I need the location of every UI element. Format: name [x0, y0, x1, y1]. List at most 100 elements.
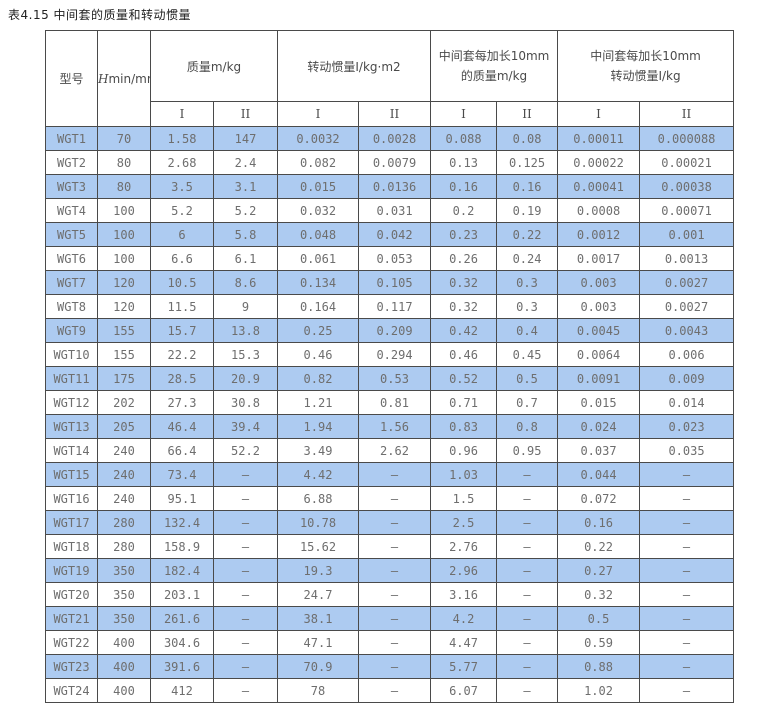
cell-value: 19.3 — [277, 558, 359, 583]
cell-value: – — [639, 486, 735, 511]
cell-model: WGT5 — [45, 222, 98, 247]
cell-value: 0.0064 — [557, 342, 641, 367]
cell-model: WGT23 — [45, 654, 98, 679]
cell-model: WGT6 — [45, 246, 98, 271]
cell-value: 175 — [97, 366, 151, 391]
cell-value: – — [213, 654, 278, 679]
cell-value: 205 — [97, 414, 151, 439]
cell-value: 0.00021 — [639, 150, 735, 175]
cell-value: 0.26 — [430, 246, 498, 271]
cell-value: 15.3 — [213, 342, 278, 367]
table-row: WGT1 70 1.58 147 0.0032 0.0028 0.088 0.08 0.0001… — [45, 126, 735, 151]
cell-value: 4.2 — [430, 606, 498, 631]
cell-value: 0.009 — [639, 366, 735, 391]
cell-value: 202 — [97, 390, 151, 415]
cell-value: 0.25 — [277, 318, 359, 343]
cell-value: 10.5 — [150, 270, 214, 295]
cell-value: 100 — [97, 198, 151, 223]
cell-value: – — [213, 582, 278, 607]
cell-value: 0.0027 — [639, 270, 735, 295]
cell-value: 0.053 — [357, 246, 432, 271]
cell-value: – — [213, 558, 278, 583]
cell-model: WGT24 — [45, 678, 98, 703]
cell-value: – — [496, 558, 559, 583]
cell-value: 15.62 — [277, 534, 359, 559]
cell-value: 0.3 — [496, 294, 559, 319]
cell-value: 10.78 — [277, 510, 359, 535]
cell-value: 0.0008 — [557, 198, 641, 223]
cell-value: 0.0017 — [557, 246, 641, 271]
table-row: WGT7 120 10.5 8.6 0.134 0.105 0.32 0.3 0.003 0.00… — [45, 270, 735, 295]
cell-value: 0.24 — [496, 246, 559, 271]
cell-value: 30.8 — [213, 390, 278, 415]
cell-value: – — [496, 582, 559, 607]
cell-value: 158.9 — [150, 534, 214, 559]
cell-value: 6.88 — [277, 486, 359, 511]
cell-value: 2.96 — [430, 558, 498, 583]
cell-value: 120 — [97, 294, 151, 319]
cell-value: 240 — [97, 486, 151, 511]
cell-value: – — [357, 558, 432, 583]
cell-value: – — [496, 606, 559, 631]
cell-model: WGT14 — [45, 438, 98, 463]
table-header: 型号 Hmin/mm 质量m/kg 转动惯量I/kg·m2 中间套每加长10mm… — [45, 30, 735, 127]
cell-value: 400 — [97, 654, 151, 679]
cell-value: – — [496, 654, 559, 679]
cell-value: 0.96 — [430, 438, 498, 463]
cell-value: 147 — [213, 126, 278, 151]
cell-value: 100 — [97, 222, 151, 247]
sub-header-II: II — [639, 101, 735, 127]
sub-header-I: I — [430, 101, 498, 127]
cell-value: 0.19 — [496, 198, 559, 223]
cell-value: 70 — [97, 126, 151, 151]
cell-value: 0.00041 — [557, 174, 641, 199]
cell-value: 6.1 — [213, 246, 278, 271]
cell-value: – — [639, 678, 735, 703]
cell-value: – — [357, 486, 432, 511]
table-row: WGT3 80 3.5 3.1 0.015 0.0136 0.16 0.16 0.00041 0.… — [45, 174, 735, 199]
cell-value: 0.0045 — [557, 318, 641, 343]
cell-value: 0.8 — [496, 414, 559, 439]
table-row: WGT16 240 95.1–6.88–1.5–0.072– — [45, 486, 735, 511]
cell-value: 0.13 — [430, 150, 498, 175]
cell-model: WGT20 — [45, 582, 98, 607]
cell-value: 22.2 — [150, 342, 214, 367]
cell-value: 24.7 — [277, 582, 359, 607]
cell-value: 0.0012 — [557, 222, 641, 247]
cell-value: – — [496, 678, 559, 703]
cell-value: 100 — [97, 246, 151, 271]
table-row: WGT24 400 412–78–6.07–1.02– — [45, 678, 735, 703]
cell-value: 0.0136 — [357, 174, 432, 199]
page-title: 表4.15 中间套的质量和转动惯量 — [8, 8, 192, 22]
cell-value: – — [357, 582, 432, 607]
cell-value: 0.003 — [557, 270, 641, 295]
cell-value: 0.59 — [557, 630, 641, 655]
cell-value: – — [496, 510, 559, 535]
cell-value: – — [639, 606, 735, 631]
cell-value: 0.46 — [277, 342, 359, 367]
table-row: WGT20 350 203.1–24.7–3.16–0.32– — [45, 582, 735, 607]
cell-value: 0.2 — [430, 198, 498, 223]
cell-value: 0.08 — [496, 126, 559, 151]
col-group-ext-mass-line2: 的质量m/kg — [460, 69, 528, 83]
cell-value: 11.5 — [150, 294, 214, 319]
cell-value: 0.0027 — [639, 294, 735, 319]
sub-header-II: II — [213, 101, 278, 127]
cell-value: 6.6 — [150, 246, 214, 271]
cell-model: WGT7 — [45, 270, 98, 295]
cell-value: 0.27 — [557, 558, 641, 583]
cell-value: – — [213, 462, 278, 487]
cell-value: – — [213, 486, 278, 511]
cell-value: 1.02 — [557, 678, 641, 703]
cell-value: 0.105 — [357, 270, 432, 295]
cell-value: – — [357, 462, 432, 487]
cell-value: 280 — [97, 534, 151, 559]
cell-value: 400 — [97, 678, 151, 703]
cell-value: 0.042 — [357, 222, 432, 247]
cell-value: 80 — [97, 150, 151, 175]
cell-model: WGT10 — [45, 342, 98, 367]
cell-value: 28.5 — [150, 366, 214, 391]
cell-model: WGT11 — [45, 366, 98, 391]
cell-value: 73.4 — [150, 462, 214, 487]
sub-header-II: II — [496, 101, 559, 127]
